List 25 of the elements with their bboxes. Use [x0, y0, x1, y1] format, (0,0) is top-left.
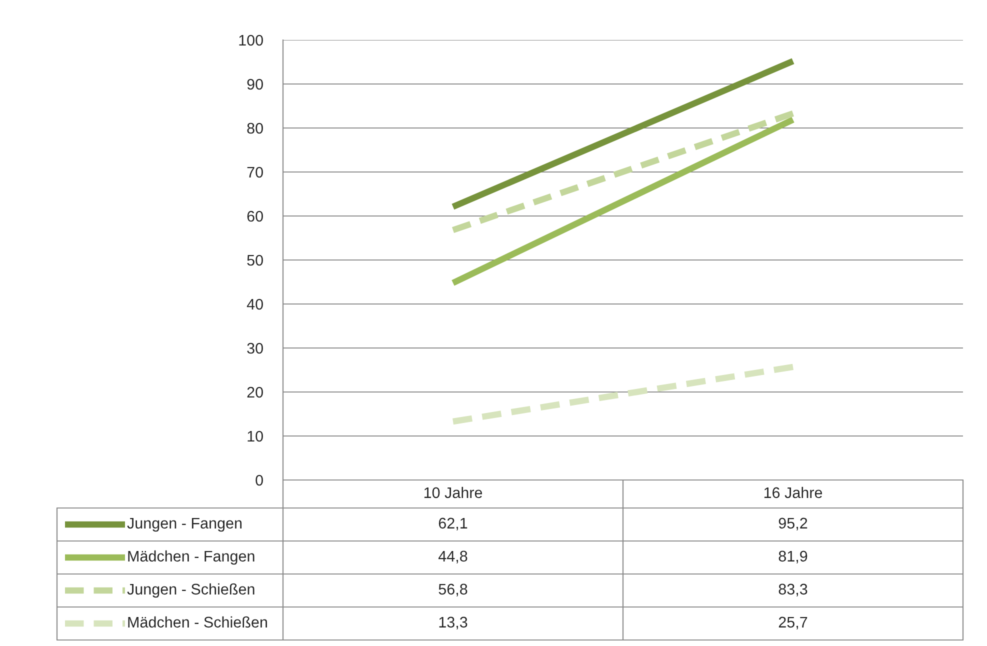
y-tick-label: 50	[247, 254, 263, 266]
y-tick-label: 0	[256, 474, 263, 486]
legend-label: Mädchen - Fangen	[128, 550, 254, 565]
data-label: 95,2	[778, 518, 808, 530]
y-tick-label: 40	[246, 298, 263, 310]
x-tick-label: 16 Jahre	[764, 486, 822, 498]
y-tick-label: 30	[247, 342, 263, 354]
y-tick-label: 60	[247, 210, 263, 222]
data-label: 62,1	[438, 518, 468, 530]
legend-label: Jungen - Schießen	[127, 583, 254, 598]
y-tick-label: 70	[247, 166, 263, 178]
data-label: 83,3	[778, 584, 808, 596]
y-tick-label: 20	[247, 386, 263, 398]
y-tick-label: 80	[247, 122, 263, 134]
y-tick-label: 90	[247, 78, 263, 90]
x-tick-label: 10 Jahre	[424, 486, 482, 498]
data-label: 44,8	[438, 550, 468, 564]
y-tick-label: 100	[239, 34, 263, 46]
legend-label: Jungen - Fangen	[127, 518, 242, 532]
legend-label: Mädchen - Schießen	[128, 616, 267, 628]
data-label: 25,7	[778, 616, 808, 630]
data-label: 81,9	[778, 550, 808, 564]
y-tick-label: 10	[248, 430, 263, 442]
data-label: 13,3	[439, 616, 468, 630]
data-label: 56,8	[438, 584, 468, 596]
